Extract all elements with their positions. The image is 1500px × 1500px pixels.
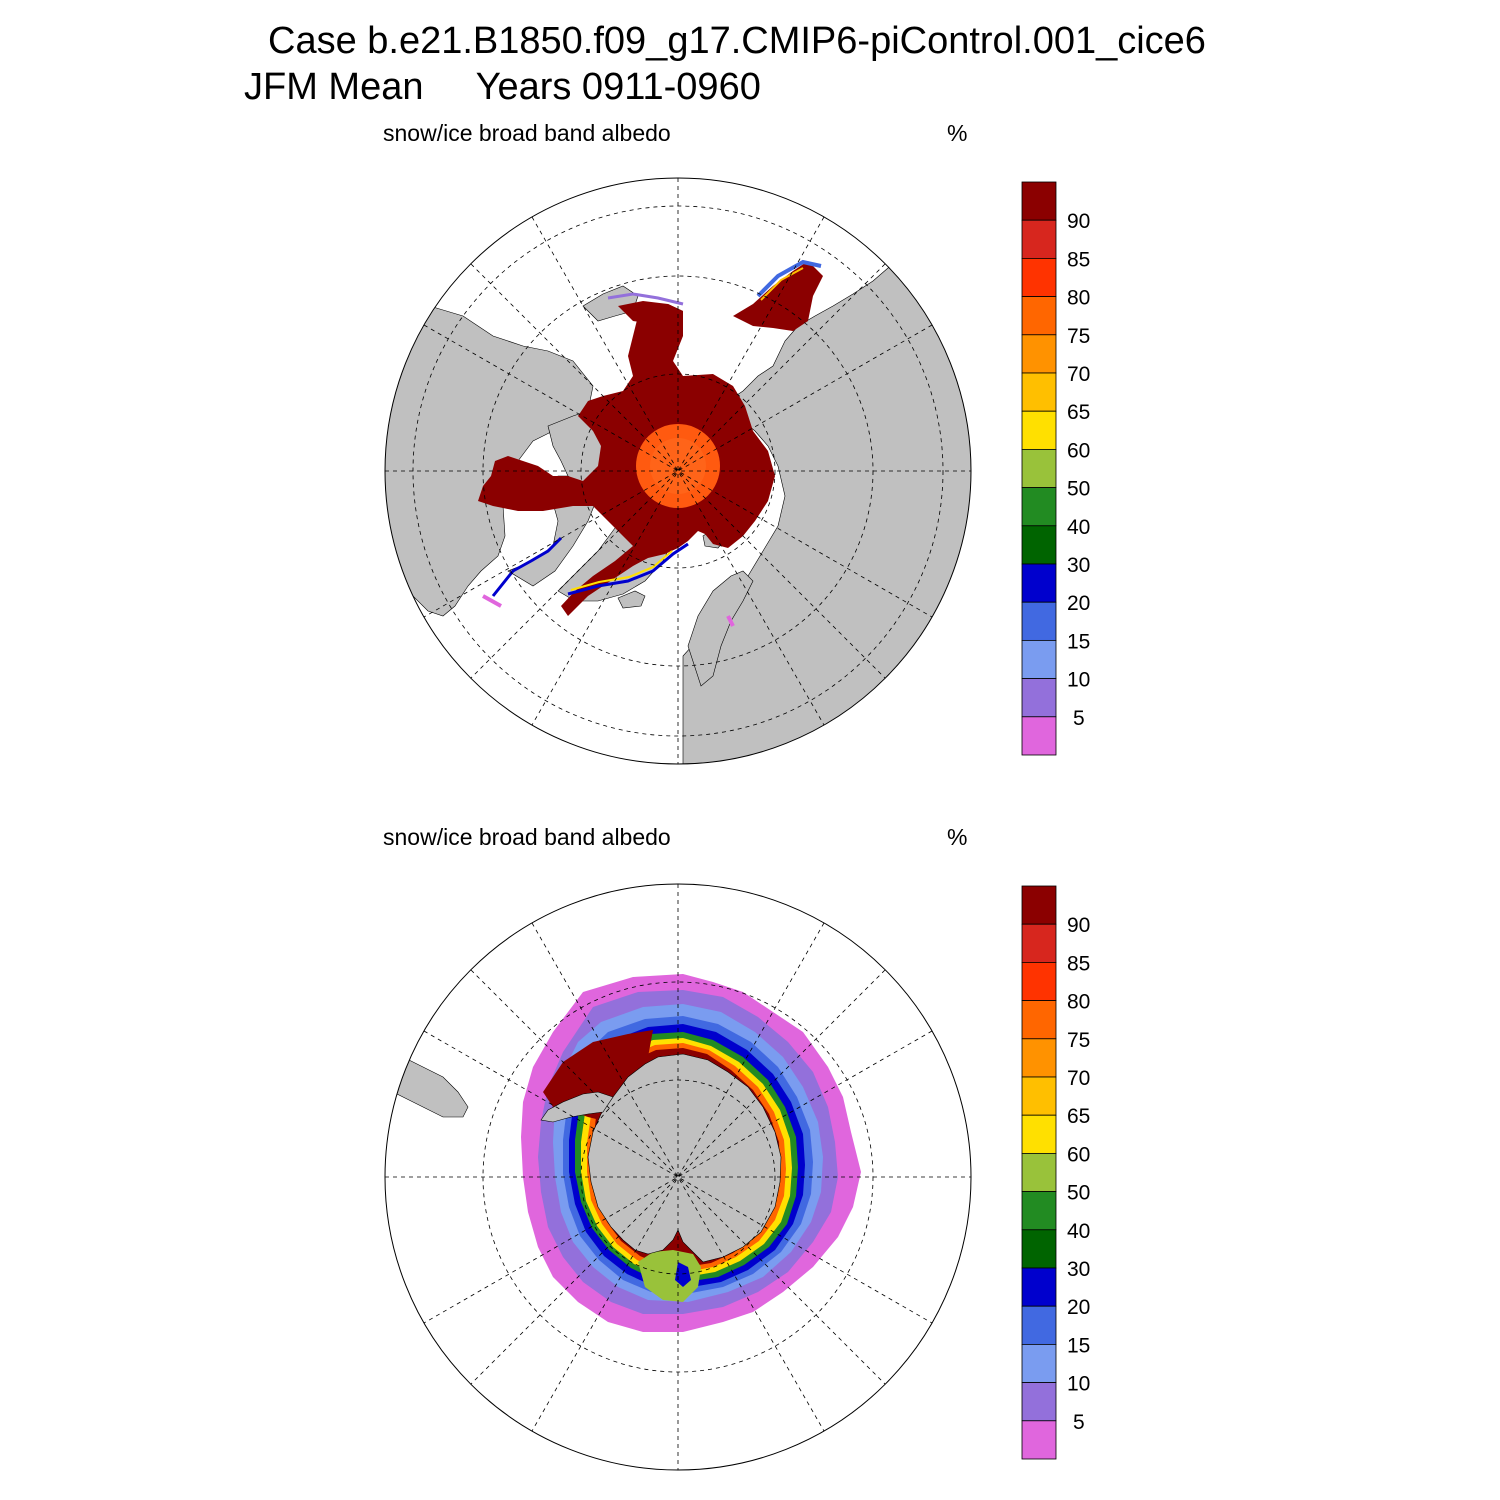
north-sea-ice-bering xyxy=(618,301,683,326)
colorbar-tick-label: 80 xyxy=(1067,287,1090,310)
colorbar-swatch xyxy=(1021,1420,1057,1460)
colorbar-swatch xyxy=(1021,885,1057,925)
colorbar-tick-label: 30 xyxy=(1067,554,1090,577)
colorbar-tick-label: 70 xyxy=(1067,1067,1090,1090)
south-graticule xyxy=(385,884,971,1470)
colorbar-swatch xyxy=(1021,258,1057,298)
north-ice-edge-okhotsk xyxy=(756,259,822,298)
colorbar-tick-label: 75 xyxy=(1067,325,1090,348)
colorbar-swatch xyxy=(1021,1038,1057,1078)
colorbar-swatch xyxy=(1021,563,1057,603)
north-units-label: % xyxy=(947,120,968,146)
colorbar-swatch xyxy=(1021,487,1057,527)
colorbar-swatch xyxy=(1021,639,1057,679)
colorbar-tick-label: 50 xyxy=(1067,478,1090,501)
colorbar-swatch xyxy=(1021,372,1057,412)
colorbar-swatch xyxy=(1021,716,1057,756)
colorbar-swatch xyxy=(1021,1267,1057,1307)
figure-title-period: JFM Mean Years 0911-0960 xyxy=(244,66,761,109)
colorbar-tick-label: 80 xyxy=(1067,991,1090,1014)
colorbar-tick-label: 30 xyxy=(1067,1258,1090,1281)
colorbar-tick-label: 20 xyxy=(1067,1296,1090,1319)
colorbar-tick-label: 40 xyxy=(1067,516,1090,539)
colorbar-tick-label: 15 xyxy=(1067,1334,1090,1357)
colorbar-tick-label: 85 xyxy=(1067,952,1090,975)
south-variable-label: snow/ice broad band albedo xyxy=(383,824,671,850)
colorbar-swatch xyxy=(1021,1382,1057,1422)
colorbar-tick-label: 65 xyxy=(1067,401,1090,424)
south-units-label: % xyxy=(947,824,968,850)
colorbar-tick-label: 85 xyxy=(1067,248,1090,271)
north-ice-edge-baltic xyxy=(726,615,735,627)
south-map-border xyxy=(384,883,972,1471)
colorbar-swatch xyxy=(1021,1191,1057,1231)
colorbar-tick-label: 15 xyxy=(1067,630,1090,653)
colorbar-tick-label: 5 xyxy=(1073,1411,1085,1434)
north-iceland-land xyxy=(617,590,646,609)
colorbar-swatch xyxy=(1021,1114,1057,1154)
colorbar-tick-label: 65 xyxy=(1067,1105,1090,1128)
years-label: Years 0911-0960 xyxy=(475,66,761,108)
season-label: JFM Mean xyxy=(244,66,424,108)
colorbar-tick-label: 20 xyxy=(1067,592,1090,615)
colorbar-tick-label: 40 xyxy=(1067,1220,1090,1243)
colorbar-swatch xyxy=(1021,601,1057,641)
colorbar-tick-label: 90 xyxy=(1067,914,1090,937)
colorbar-swatch xyxy=(1021,923,1057,963)
colorbar-swatch xyxy=(1021,962,1057,1002)
colorbar-swatch xyxy=(1021,525,1057,565)
north-graticule xyxy=(385,178,971,764)
south-ross-low-albedo xyxy=(638,1250,701,1302)
colorbar-tick-label: 5 xyxy=(1073,707,1085,730)
north-ice-edge-hudson xyxy=(482,594,502,608)
colorbar-swatch xyxy=(1021,1343,1057,1383)
south-antarctic-peninsula xyxy=(540,1091,614,1123)
colorbar-tick-label: 90 xyxy=(1067,210,1090,233)
colorbar-tick-label: 75 xyxy=(1067,1029,1090,1052)
colorbar-swatch xyxy=(1021,1305,1057,1345)
north-ice-edge-greenland xyxy=(567,542,689,596)
colorbar-swatch xyxy=(1021,1152,1057,1192)
north-polar-map xyxy=(384,177,972,765)
south-polar-map xyxy=(384,883,972,1471)
north-colorbar: 90 85 80 75 70 65 60 50 40 30 20 15 10 5 xyxy=(1021,181,1090,756)
north-scandinavia-land xyxy=(687,570,754,687)
north-ice-edge-labrador xyxy=(491,536,563,597)
colorbar-tick-label: 50 xyxy=(1067,1182,1090,1205)
south-ross-low-albedo-core xyxy=(675,1262,691,1287)
south-antarctica-land xyxy=(587,1053,782,1263)
colorbar-swatch xyxy=(1021,296,1057,336)
colorbar-swatch xyxy=(1021,181,1057,221)
colorbar-swatch xyxy=(1021,1076,1057,1116)
colorbar-swatch xyxy=(1021,219,1057,259)
colorbar-swatch xyxy=(1021,1229,1057,1269)
colorbar-swatch xyxy=(1021,448,1057,488)
north-sea-ice-okhotsk xyxy=(733,261,823,331)
north-ice-edge-okhotsk-2 xyxy=(760,267,804,301)
north-sea-ice-pack xyxy=(478,304,775,616)
colorbar-tick-label: 10 xyxy=(1067,1373,1090,1396)
colorbar-swatch xyxy=(1021,1000,1057,1040)
colorbar-swatch xyxy=(1021,410,1057,450)
north-ice-edge-greenland-2 xyxy=(570,550,673,591)
colorbar-tick-label: 60 xyxy=(1067,1143,1090,1166)
north-map-border xyxy=(384,177,972,765)
colorbar-swatch xyxy=(1021,334,1057,374)
north-ice-edge-bering xyxy=(607,292,684,306)
colorbar-tick-label: 70 xyxy=(1067,363,1090,386)
colorbar-tick-label: 60 xyxy=(1067,439,1090,462)
figure-title-case: Case b.e21.B1850.f09_g17.CMIP6-piControl… xyxy=(268,20,1206,62)
north-variable-label: snow/ice broad band albedo xyxy=(383,120,671,146)
south-colorbar: 90 85 80 75 70 65 60 50 40 30 20 15 10 5 xyxy=(1021,885,1090,1460)
colorbar-swatch xyxy=(1021,678,1057,718)
colorbar-tick-label: 10 xyxy=(1067,669,1090,692)
